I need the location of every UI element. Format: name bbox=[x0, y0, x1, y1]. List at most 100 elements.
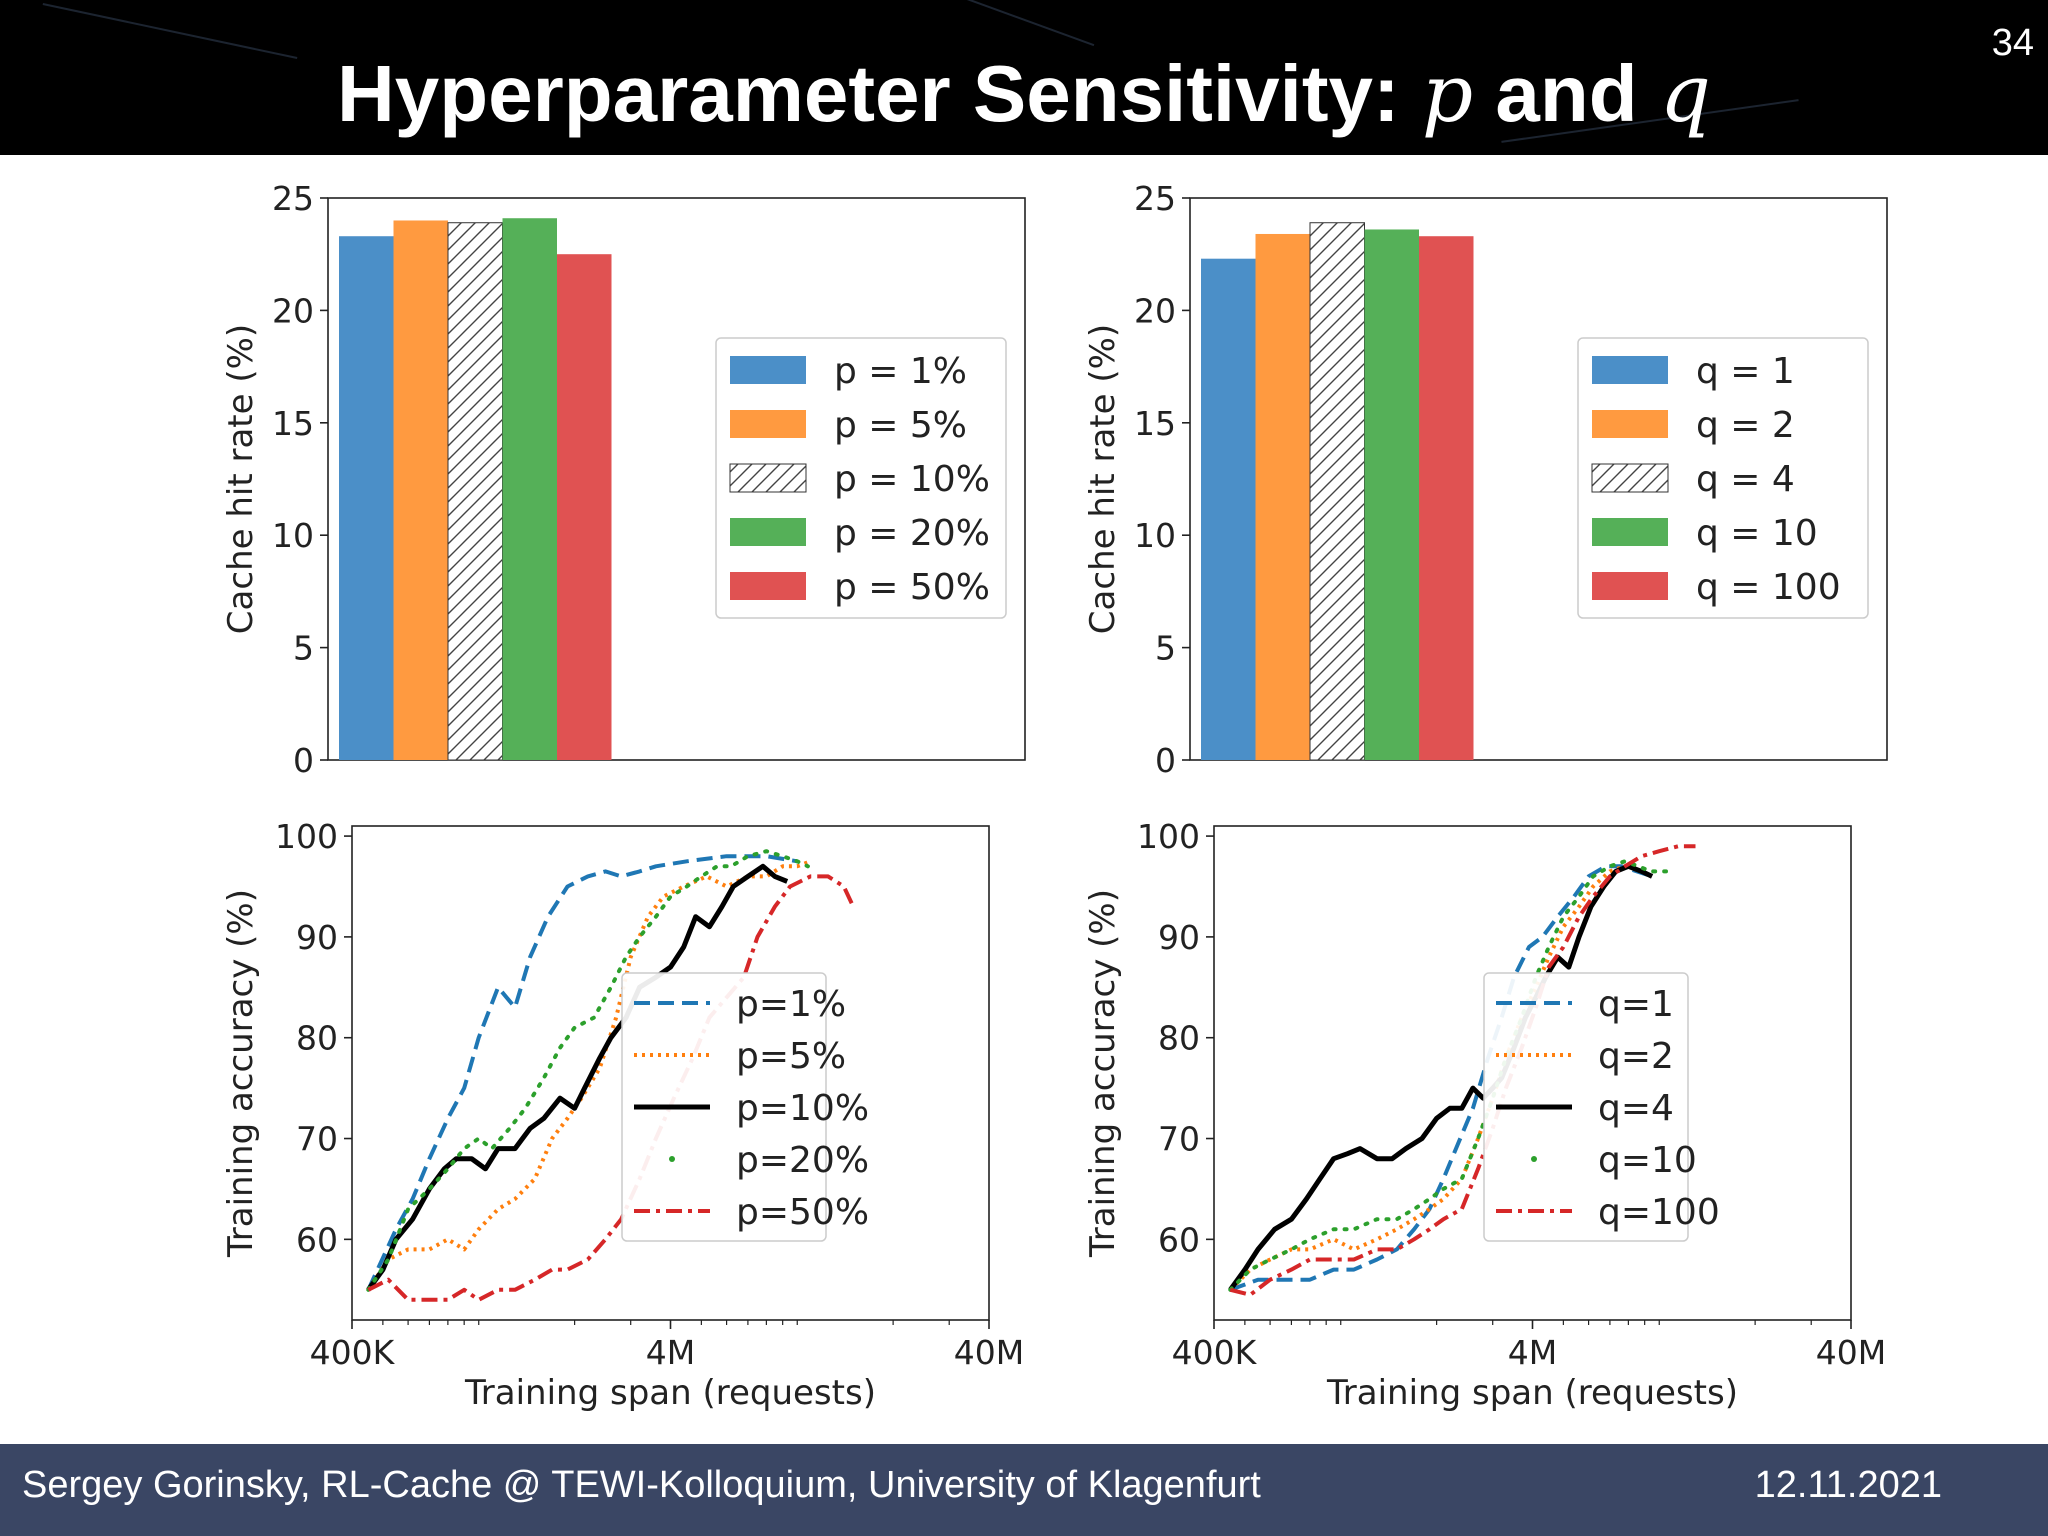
series-line-4 bbox=[1228, 859, 1668, 1292]
y-tick-label: 10 bbox=[1134, 516, 1176, 555]
y-axis-label: Cache hit rate (%) bbox=[221, 324, 261, 634]
y-tick-label: 80 bbox=[296, 1019, 338, 1058]
legend-box bbox=[715, 337, 1007, 619]
legend-label: p = 5% bbox=[834, 405, 967, 446]
legend-label: q = 2 bbox=[1696, 405, 1795, 446]
header-decoration bbox=[905, 0, 1095, 47]
footer-text: Sergey Gorinsky, RL-Cache @ TEWI-Kolloqu… bbox=[22, 1464, 1261, 1506]
y-tick-label: 90 bbox=[296, 918, 338, 957]
legend-swatch bbox=[1592, 410, 1668, 438]
training-accuracy-p-chart: 400K 4M 40M 60 70 80 90 100 Training span (reque… bbox=[221, 817, 1024, 1413]
series-line-5 bbox=[367, 874, 856, 1302]
legend-marker bbox=[1531, 1156, 1537, 1162]
x-tick-label: 40M bbox=[954, 1333, 1024, 1372]
training-accuracy-q-chart: 400K 4M 40M 60 70 80 90 100 Training span (reque… bbox=[1083, 817, 1886, 1413]
title-text: Hyperparameter Sensitivity: bbox=[336, 49, 1400, 138]
series-line-1 bbox=[366, 854, 798, 1291]
y-tick-label: 5 bbox=[1155, 629, 1176, 668]
bar-5 bbox=[557, 254, 612, 760]
legend-label: p = 20% bbox=[834, 513, 990, 554]
legend-label: q=1 bbox=[1598, 984, 1674, 1025]
series-line-3 bbox=[366, 863, 789, 1292]
legend-label: p=20% bbox=[736, 1140, 869, 1181]
legend-label: p=10% bbox=[736, 1088, 869, 1129]
x-tick-label: 4M bbox=[646, 1333, 695, 1372]
y-tick-label: 70 bbox=[1158, 1120, 1200, 1159]
y-tick-label: 20 bbox=[272, 291, 314, 330]
legend-label: p = 10% bbox=[834, 459, 990, 500]
y-tick-label: 15 bbox=[1134, 404, 1176, 443]
legend-swatch bbox=[1592, 572, 1668, 600]
series-line-1 bbox=[1229, 864, 1653, 1292]
bar-5 bbox=[1419, 236, 1474, 760]
bar-4 bbox=[1364, 229, 1419, 761]
legend-swatch bbox=[730, 356, 806, 384]
y-tick-label: 15 bbox=[272, 404, 314, 443]
cache-hit-rate-p-chart: 0 5 10 15 20 25 Cache hit rate (%) p = 1% p = 5%… bbox=[221, 180, 1026, 780]
legend-label: p=1% bbox=[736, 984, 846, 1025]
legend-label: q=100 bbox=[1598, 1192, 1720, 1233]
y-tick-label: 25 bbox=[272, 180, 314, 218]
y-tick-label: 0 bbox=[293, 741, 314, 780]
slide-number: 34 bbox=[1991, 22, 2034, 64]
legend-swatch bbox=[730, 572, 806, 600]
footer-date: 12.11.2021 bbox=[1754, 1464, 1942, 1506]
legend-label: q = 10 bbox=[1696, 513, 1818, 554]
x-axis-label: Training span (requests) bbox=[464, 1373, 876, 1413]
y-axis-label: Training accuracy (%) bbox=[221, 889, 261, 1258]
x-tick-label: 4M bbox=[1508, 1333, 1557, 1372]
y-tick-label: 60 bbox=[1158, 1220, 1200, 1259]
legend-swatch bbox=[1592, 518, 1668, 546]
y-tick-label: 5 bbox=[293, 629, 314, 668]
x-axis-label: Training span (requests) bbox=[1326, 1373, 1738, 1413]
legend-label: p=5% bbox=[736, 1036, 846, 1077]
y-tick-label: 25 bbox=[1134, 180, 1176, 218]
legend-swatch bbox=[1591, 463, 1669, 493]
plot-frame bbox=[1189, 197, 1888, 761]
bar-1 bbox=[339, 236, 394, 760]
legend-label: q=4 bbox=[1598, 1088, 1674, 1129]
bar-1 bbox=[1201, 258, 1256, 760]
y-axis-label: Training accuracy (%) bbox=[1083, 889, 1123, 1258]
title-and: and bbox=[1495, 49, 1638, 138]
legend-label: q = 100 bbox=[1696, 567, 1841, 608]
x-tick-label: 40M bbox=[1816, 1333, 1886, 1372]
slide-title: Hyperparameter Sensitivity: p and q bbox=[0, 44, 2048, 144]
legend-label: q = 1 bbox=[1696, 351, 1795, 392]
legend-label: q = 4 bbox=[1696, 459, 1795, 500]
cache-hit-rate-q-chart: 0 5 10 15 20 25 Cache hit rate (%) q = 1 q = 2 q … bbox=[1083, 180, 1888, 780]
legend-swatch bbox=[1592, 356, 1668, 384]
title-variable-p: p bbox=[1421, 47, 1474, 140]
y-tick-label: 10 bbox=[272, 516, 314, 555]
slide-footer: Sergey Gorinsky, RL-Cache @ TEWI-Kolloqu… bbox=[0, 1444, 2048, 1536]
y-tick-label: 20 bbox=[1134, 291, 1176, 330]
legend-label: q=2 bbox=[1598, 1036, 1674, 1077]
y-axis-label: Cache hit rate (%) bbox=[1083, 324, 1123, 634]
y-tick-label: 0 bbox=[1155, 741, 1176, 780]
legend-box bbox=[621, 972, 827, 1242]
y-tick-label: 60 bbox=[296, 1220, 338, 1259]
legend-box bbox=[1577, 337, 1869, 619]
legend-marker bbox=[669, 1156, 675, 1162]
x-tick-label: 400K bbox=[310, 1333, 396, 1372]
plot-frame bbox=[327, 197, 1026, 761]
bar-2 bbox=[393, 220, 448, 761]
legend-box bbox=[1483, 972, 1689, 1242]
legend-label: q=10 bbox=[1598, 1140, 1697, 1181]
bar-2 bbox=[1255, 233, 1310, 760]
x-tick-label: 400K bbox=[1172, 1333, 1258, 1372]
legend-swatch bbox=[730, 518, 806, 546]
y-tick-label: 80 bbox=[1158, 1019, 1200, 1058]
y-tick-label: 100 bbox=[275, 817, 338, 856]
bar-3 bbox=[447, 222, 503, 761]
title-variable-q: q bbox=[1659, 47, 1712, 140]
y-tick-label: 90 bbox=[1158, 918, 1200, 957]
legend-label: p = 50% bbox=[834, 567, 990, 608]
bar-4 bbox=[502, 218, 557, 760]
legend-swatch bbox=[730, 410, 806, 438]
legend-label: p = 1% bbox=[834, 351, 967, 392]
series-line-2 bbox=[1228, 864, 1640, 1292]
bar-3 bbox=[1309, 222, 1365, 761]
legend-swatch bbox=[729, 463, 807, 493]
slide-header: Hyperparameter Sensitivity: p and q 34 bbox=[0, 0, 2048, 155]
